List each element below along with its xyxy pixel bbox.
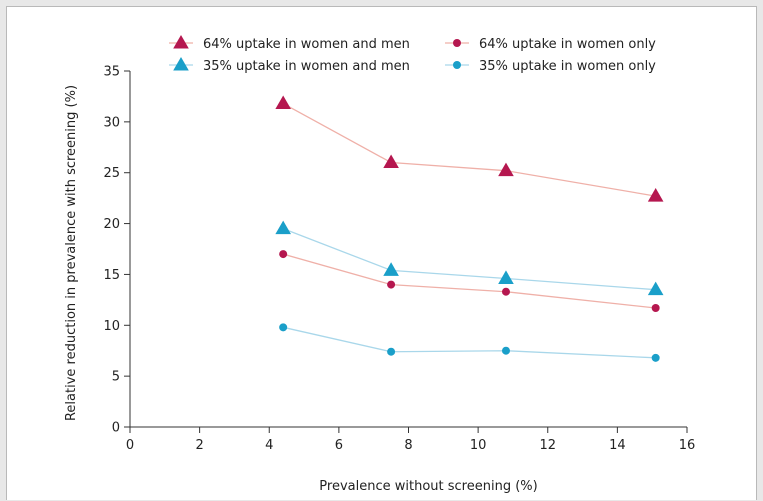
data-point-circle [279,323,288,332]
x-tick-label: 4 [265,438,273,453]
x-tick-label: 16 [679,438,696,453]
legend: 64% uptake in women and men 35% uptake in… [169,34,656,74]
data-point-triangle [498,162,514,177]
data-point-triangle [498,270,514,284]
legend-marker-circle [453,39,461,47]
legend-marker-circle [453,61,461,69]
x-tick-label: 6 [335,438,343,453]
data-point-circle [501,287,510,296]
data-point-circle [279,250,288,259]
x-tick-label: 0 [126,438,134,453]
x-tick-label: 10 [470,438,487,453]
series-lines [282,102,656,359]
legend-label: 64% uptake in women only [479,37,656,52]
data-point-circle [651,303,660,312]
y-tick-label: 5 [112,370,120,385]
data-point-circle [387,280,396,289]
legend-label: 64% uptake in women and men [203,37,410,52]
y-tick-label: 30 [103,115,120,130]
y-tick-label: 15 [103,268,120,283]
y-tick-label: 35 [103,65,120,80]
x-tick-label: 2 [195,438,203,453]
data-point-triangle [383,262,399,276]
series-line-3 [282,253,656,309]
legend-label: 35% uptake in women only [479,59,656,74]
data-point-triangle [647,188,664,202]
x-axis-label: Prevalence without screening (%) [319,479,537,494]
data-point-circle [387,347,396,356]
data-point-triangle [383,154,399,169]
x-tick-label: 12 [539,438,556,453]
axes: 0 2 4 6 8 10 12 14 16 0 5 10 15 20 25 30 35 [103,65,695,454]
data-point-triangle [275,95,291,110]
series-line-2 [282,228,656,291]
x-tick-label: 8 [404,438,412,453]
legend-label: 35% uptake in women and men [203,59,410,74]
data-point-triangle [275,220,291,235]
legend-marker-triangle [173,34,189,49]
y-tick-label: 25 [103,166,120,181]
series-line-4 [283,326,656,359]
data-point-circle [651,353,660,362]
series-line-1 [282,102,656,197]
data-point-triangle [647,281,664,296]
x-tick-label: 14 [609,438,626,453]
data-point-circle [501,346,510,355]
y-tick-label: 20 [103,217,120,232]
y-axis-label: Relative reduction in prevalence with sc… [64,85,79,421]
legend-marker-triangle [173,56,189,71]
chart-panel: 0 2 4 6 8 10 12 14 16 0 5 10 15 20 25 30 35 64% uptake i… [6,6,757,500]
line-chart: 0 2 4 6 8 10 12 14 16 0 5 10 15 20 25 30 35 64% uptake i… [64,34,695,494]
series-markers [275,95,664,362]
y-tick-label: 10 [103,319,120,334]
y-tick-label: 0 [112,421,120,436]
